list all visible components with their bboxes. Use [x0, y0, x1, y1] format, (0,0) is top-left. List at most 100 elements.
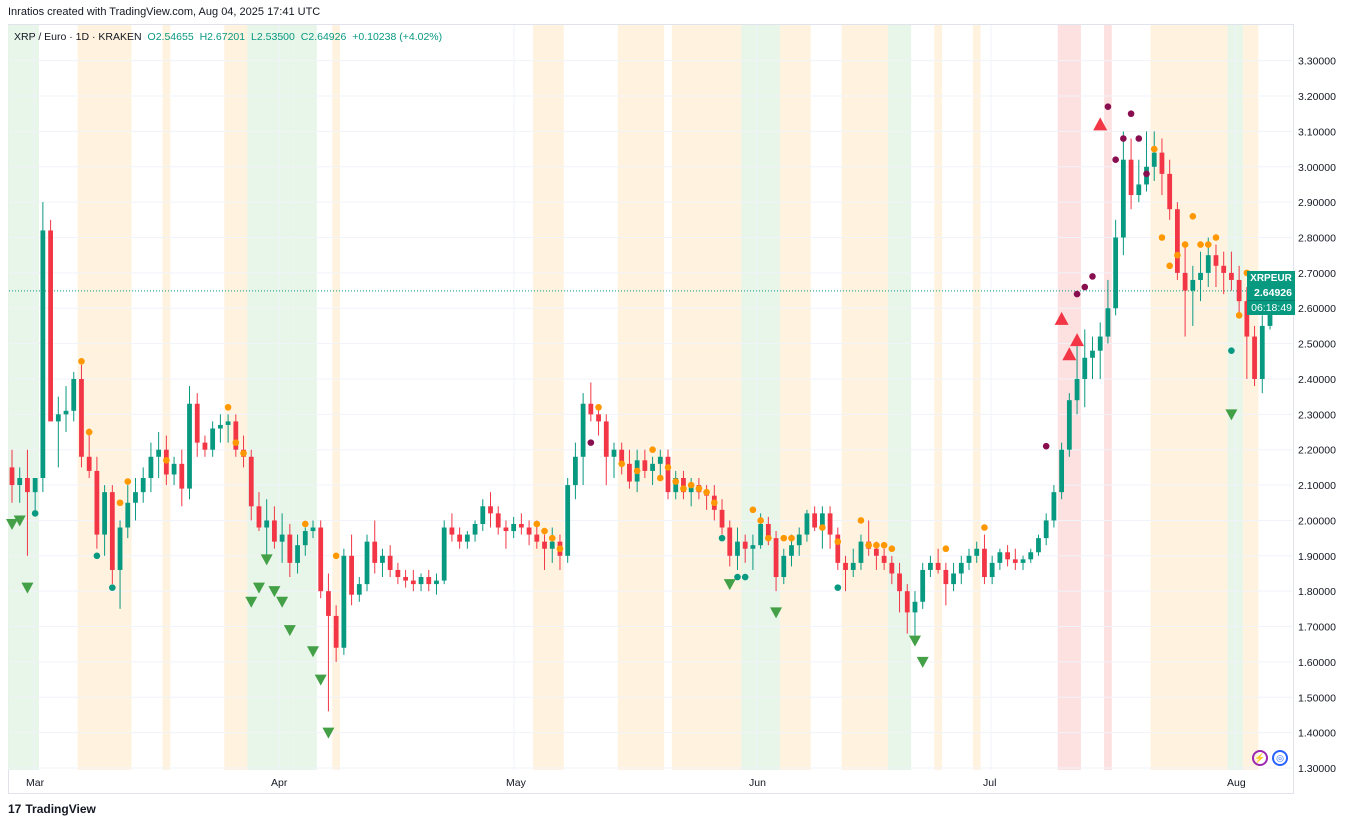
candle-body — [1128, 159, 1134, 196]
candle — [1097, 322, 1103, 379]
candle — [426, 569, 432, 592]
candle — [1036, 534, 1041, 556]
candle — [889, 555, 895, 585]
candle-body — [750, 545, 756, 549]
candle-body — [194, 403, 200, 443]
candle — [1151, 131, 1157, 181]
buy-signal-triangle — [283, 625, 296, 637]
signal-dot-orange — [85, 428, 93, 436]
candle — [673, 470, 679, 500]
signal-dot-orange — [672, 478, 680, 485]
candle — [1190, 265, 1196, 326]
candle — [40, 202, 46, 493]
candle-body — [387, 555, 393, 570]
price-tick-label: 2.00000 — [1298, 515, 1336, 527]
candle-body — [210, 428, 216, 450]
signal-dot-purple — [1042, 442, 1050, 450]
candle-body — [1120, 159, 1126, 238]
month-tick-label: Aug — [1227, 777, 1246, 789]
candle — [418, 573, 424, 592]
price-tick-label: 2.10000 — [1298, 480, 1336, 492]
candle-body — [1213, 255, 1219, 266]
price-tick-label: 3.30000 — [1298, 56, 1336, 68]
candle-body — [1244, 301, 1250, 337]
signal-band — [247, 25, 294, 770]
sell-signal-triangle — [1093, 117, 1108, 131]
globe-icon[interactable]: ◎ — [1272, 750, 1288, 766]
signal-band — [887, 25, 912, 770]
candle — [526, 520, 532, 546]
candle-body — [248, 456, 254, 507]
toolbar-icons: ⚡ ◎ — [1252, 750, 1288, 766]
candle-body — [742, 541, 748, 549]
signal-dot-orange — [116, 499, 124, 507]
candle-body — [912, 601, 918, 613]
candle — [48, 219, 53, 422]
candle-body — [958, 562, 964, 574]
candle-body — [603, 421, 609, 457]
candle-body — [1221, 265, 1227, 273]
price-tick-label: 1.50000 — [1298, 692, 1336, 704]
candle-body — [982, 548, 987, 578]
candle — [1244, 287, 1250, 379]
candle — [943, 562, 949, 606]
candle-body — [526, 527, 532, 535]
candle — [457, 527, 463, 549]
time-axis: Mar Apr May Jun Jul Aug — [26, 777, 1246, 789]
candle — [542, 534, 547, 570]
candle-body — [1236, 279, 1242, 302]
candle-body — [758, 523, 764, 546]
candle — [1236, 265, 1242, 316]
price-tag: XRPEUR 2.64926 06:18:49 — [1247, 271, 1295, 315]
candle-body — [719, 509, 725, 528]
signal-dot-orange — [1212, 234, 1220, 241]
candle-body — [642, 460, 648, 471]
signal-dot-orange — [224, 403, 232, 411]
buy-signal-triangle — [916, 656, 929, 668]
candle-body — [25, 478, 30, 493]
signal-dot-purple — [1135, 135, 1143, 142]
candle-body — [1059, 449, 1065, 493]
candle-body — [835, 534, 841, 563]
signal-band — [1104, 25, 1112, 770]
candle-body — [549, 541, 555, 549]
lightning-icon[interactable]: ⚡ — [1252, 750, 1268, 766]
signal-dot-green — [741, 573, 749, 581]
signal-dot-orange — [649, 446, 656, 454]
candle-body — [418, 577, 424, 585]
candle-body — [472, 523, 478, 535]
price-tag-countdown: 06:18:49 — [1247, 300, 1295, 315]
candle-body — [264, 520, 270, 528]
candle-body — [789, 545, 794, 556]
signal-dot-orange — [78, 357, 85, 365]
candle — [804, 509, 810, 542]
signal-band — [532, 25, 564, 770]
candle-body — [650, 463, 655, 471]
candle-body — [1066, 400, 1072, 450]
signal-dot-orange — [981, 524, 988, 531]
signal-dot-orange — [788, 534, 795, 542]
candle — [796, 527, 802, 556]
candle-body — [202, 442, 208, 450]
signal-markers — [6, 103, 1251, 739]
candle — [187, 386, 192, 500]
legend-high: H2.67201 — [199, 31, 246, 43]
price-tick-label: 3.20000 — [1298, 91, 1336, 103]
candle-body — [596, 414, 601, 422]
signal-dot-orange — [240, 449, 247, 457]
candle — [773, 531, 779, 592]
signal-dot-orange — [124, 478, 132, 485]
candle — [434, 573, 439, 595]
price-tick-label: 3.10000 — [1298, 126, 1336, 138]
candle-body — [1020, 559, 1026, 563]
candle — [958, 555, 964, 585]
candle — [1113, 219, 1119, 316]
price-tick-label: 2.60000 — [1298, 303, 1336, 315]
candle-body — [449, 527, 455, 535]
candle-body — [1190, 279, 1196, 291]
candle-body — [1036, 538, 1041, 553]
candle-body — [341, 555, 347, 648]
signal-bands — [8, 25, 1259, 770]
buy-signal-triangle — [13, 515, 26, 527]
